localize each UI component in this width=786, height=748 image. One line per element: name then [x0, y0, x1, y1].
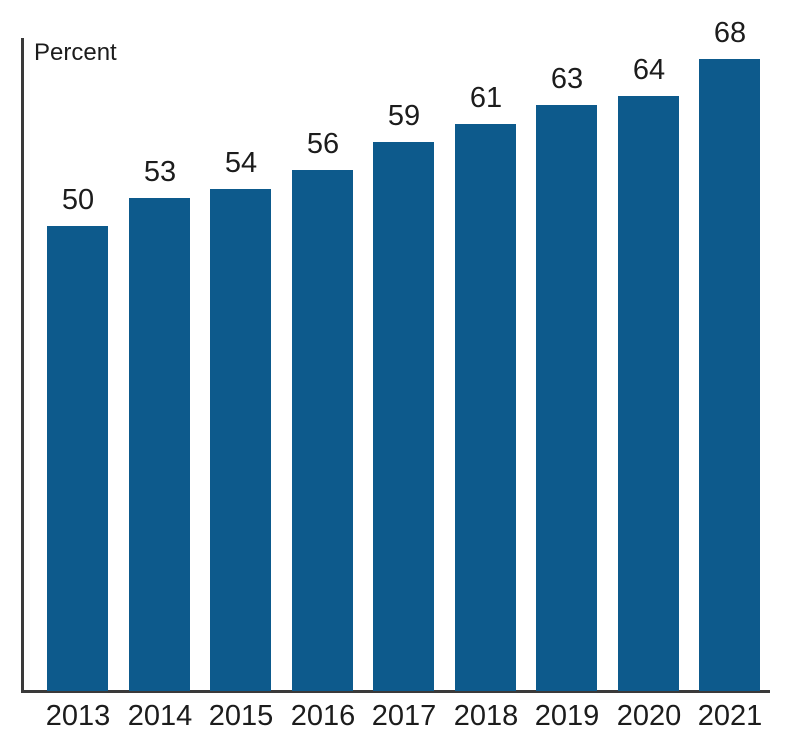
bar-2013: [47, 226, 108, 691]
bar-group: 54 2015: [200, 0, 282, 748]
x-tick-label: 2020: [616, 700, 682, 732]
bar-2020: [618, 96, 679, 691]
bar-2014: [129, 198, 190, 691]
bar-value-label: 68: [713, 17, 747, 49]
bar-2015: [210, 189, 271, 691]
bar-group: 64 2020: [608, 0, 690, 748]
bar-value-label: 59: [387, 100, 421, 132]
bar-value-label: 54: [224, 147, 258, 179]
x-tick-label: 2013: [45, 700, 111, 732]
x-tick-label: 2015: [208, 700, 274, 732]
bar-2017: [373, 142, 434, 691]
bar-group: 50 2013: [37, 0, 119, 748]
bar-group: 53 2014: [119, 0, 201, 748]
bar-group: 63 2019: [526, 0, 608, 748]
x-tick-label: 2017: [371, 700, 437, 732]
x-tick-label: 2014: [127, 700, 193, 732]
x-axis-line: [21, 690, 770, 693]
bar-group: 61 2018: [445, 0, 527, 748]
bar-value-label: 64: [632, 54, 666, 86]
x-tick-label: 2021: [697, 700, 763, 732]
x-tick-label: 2018: [453, 700, 519, 732]
bar-2016: [292, 170, 353, 691]
bar-value-label: 50: [61, 184, 95, 216]
bar-value-label: 61: [469, 82, 503, 114]
bar-2021: [699, 59, 760, 691]
bar-value-label: 63: [550, 63, 584, 95]
bar-group: 56 2016: [282, 0, 364, 748]
x-tick-label: 2019: [534, 700, 600, 732]
bar-2018: [455, 124, 516, 691]
bar-group: 59 2017: [363, 0, 445, 748]
bar-value-label: 56: [306, 128, 340, 160]
bar-group: 68 2021: [689, 0, 771, 748]
y-axis-line: [21, 38, 24, 693]
bar-value-label: 53: [143, 156, 177, 188]
bar-2019: [536, 105, 597, 691]
x-tick-label: 2016: [290, 700, 356, 732]
y-axis-unit-label: Percent: [34, 39, 117, 66]
